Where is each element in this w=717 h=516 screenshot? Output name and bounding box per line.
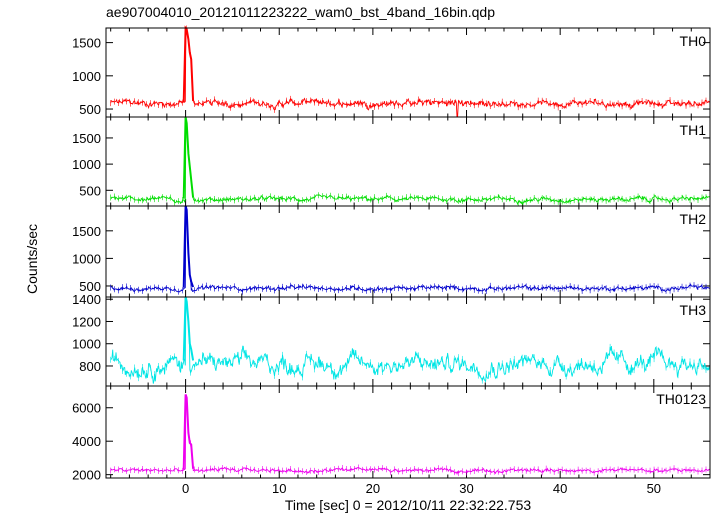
y-tick-label: 1000 xyxy=(72,251,101,266)
y-tick-label: 1200 xyxy=(72,314,101,329)
y-tick-label: 1400 xyxy=(72,292,101,307)
x-tick-label: 40 xyxy=(553,481,567,496)
y-tick-label: 800 xyxy=(79,359,101,374)
x-tick-label: 0 xyxy=(182,481,189,496)
panel-label: TH2 xyxy=(680,211,707,227)
y-tick-label: 2000 xyxy=(72,468,101,483)
panel-label: TH1 xyxy=(680,122,707,138)
y-tick-label: 1500 xyxy=(72,224,101,239)
y-tick-label: 1000 xyxy=(72,157,101,172)
y-tick-label: 1500 xyxy=(72,131,101,146)
x-tick-label: 10 xyxy=(272,481,286,496)
series-th1 xyxy=(110,118,711,206)
y-tick-label: 1000 xyxy=(72,69,101,84)
y-tick-label: 500 xyxy=(79,183,101,198)
panel-frame xyxy=(105,116,711,207)
panel-frame xyxy=(105,385,711,479)
panel-frame xyxy=(105,296,711,387)
x-tick-label: 30 xyxy=(459,481,473,496)
series-th2 xyxy=(110,207,711,293)
panel-frame xyxy=(105,205,711,298)
panel-label: TH3 xyxy=(680,302,707,318)
y-tick-label: 1000 xyxy=(72,337,101,352)
burst-th0123 xyxy=(182,394,195,470)
series-th0123 xyxy=(110,394,711,476)
panel-label: TH0123 xyxy=(656,391,706,407)
series-th3 xyxy=(110,296,711,384)
y-tick-label: 500 xyxy=(79,279,101,294)
y-tick-label: 1500 xyxy=(72,36,101,51)
y-tick-label: 6000 xyxy=(72,401,101,416)
x-tick-label: 20 xyxy=(366,481,380,496)
x-tick-label: 50 xyxy=(647,481,661,496)
y-tick-label: 4000 xyxy=(72,434,101,449)
panel-label: TH0 xyxy=(680,33,707,49)
chart-title: ae907004010_20121011223222_wam0_bst_4ban… xyxy=(106,4,495,20)
y-tick-label: 500 xyxy=(79,102,101,117)
x-axis-label: Time [sec] 0 = 2012/10/11 22:32:22.753 xyxy=(284,497,532,513)
